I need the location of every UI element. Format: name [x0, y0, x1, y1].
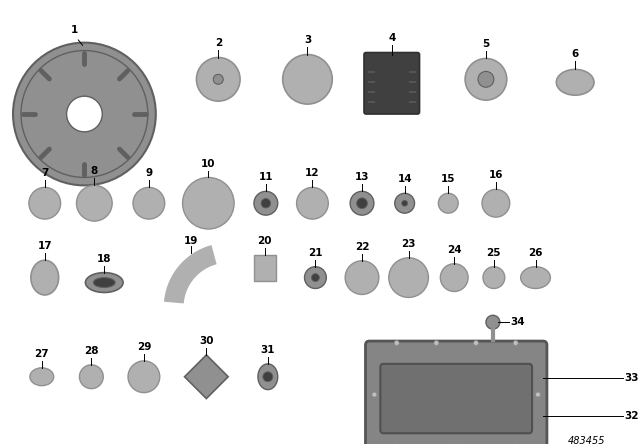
Circle shape	[434, 340, 439, 345]
Circle shape	[128, 361, 160, 392]
Text: 5: 5	[483, 39, 490, 48]
Text: 9: 9	[145, 168, 152, 178]
Text: 8: 8	[91, 167, 98, 177]
Circle shape	[350, 191, 374, 215]
Text: 14: 14	[397, 174, 412, 185]
Ellipse shape	[93, 278, 115, 288]
Ellipse shape	[85, 273, 123, 293]
Text: 34: 34	[511, 317, 525, 327]
Text: 27: 27	[35, 349, 49, 359]
Polygon shape	[184, 355, 228, 399]
Circle shape	[395, 194, 415, 213]
Circle shape	[263, 372, 273, 382]
Circle shape	[454, 444, 459, 448]
Ellipse shape	[31, 260, 59, 295]
Circle shape	[486, 315, 500, 329]
Circle shape	[394, 444, 399, 448]
Text: 7: 7	[41, 168, 49, 178]
Ellipse shape	[30, 368, 54, 386]
Circle shape	[536, 392, 540, 397]
Text: 6: 6	[572, 49, 579, 60]
Circle shape	[79, 365, 103, 388]
Circle shape	[440, 264, 468, 292]
Circle shape	[356, 198, 367, 209]
Circle shape	[394, 340, 399, 345]
Text: 2: 2	[214, 38, 222, 47]
Text: 21: 21	[308, 248, 323, 258]
Circle shape	[478, 71, 494, 87]
Ellipse shape	[258, 364, 278, 390]
Text: 16: 16	[488, 170, 503, 181]
Text: 15: 15	[441, 174, 456, 185]
Text: 10: 10	[201, 159, 216, 168]
Circle shape	[296, 187, 328, 219]
Text: 3: 3	[304, 34, 311, 45]
Circle shape	[483, 267, 505, 289]
Circle shape	[133, 187, 164, 219]
Circle shape	[213, 74, 223, 84]
Circle shape	[283, 55, 332, 104]
Text: 32: 32	[625, 411, 639, 421]
Text: 25: 25	[486, 248, 501, 258]
Circle shape	[474, 340, 479, 345]
Text: 1: 1	[71, 25, 78, 34]
Text: 28: 28	[84, 346, 99, 356]
Circle shape	[345, 261, 379, 294]
Text: 19: 19	[184, 236, 198, 246]
Bar	[254, 255, 276, 280]
Text: 31: 31	[260, 345, 275, 355]
FancyBboxPatch shape	[365, 341, 547, 448]
Circle shape	[261, 198, 271, 208]
Text: 483455: 483455	[568, 436, 605, 446]
Circle shape	[388, 258, 428, 297]
Text: 13: 13	[355, 172, 369, 182]
FancyBboxPatch shape	[364, 52, 419, 114]
Circle shape	[77, 185, 112, 221]
Circle shape	[513, 340, 518, 345]
Circle shape	[305, 267, 326, 289]
Text: 26: 26	[528, 248, 543, 258]
Text: 12: 12	[305, 168, 320, 178]
Circle shape	[312, 274, 319, 281]
Text: 33: 33	[625, 373, 639, 383]
Polygon shape	[164, 245, 216, 303]
Circle shape	[372, 392, 377, 397]
FancyBboxPatch shape	[380, 364, 532, 433]
Circle shape	[438, 194, 458, 213]
Circle shape	[182, 177, 234, 229]
Text: 4: 4	[388, 33, 396, 43]
Circle shape	[513, 444, 518, 448]
Circle shape	[402, 200, 408, 206]
Text: 30: 30	[199, 336, 214, 346]
Circle shape	[67, 96, 102, 132]
Text: 22: 22	[355, 242, 369, 252]
Circle shape	[465, 59, 507, 100]
Text: 20: 20	[258, 236, 272, 246]
Text: 11: 11	[259, 172, 273, 182]
Circle shape	[254, 191, 278, 215]
Circle shape	[13, 43, 156, 185]
Text: 23: 23	[401, 239, 416, 249]
Text: 29: 29	[137, 342, 151, 352]
Ellipse shape	[521, 267, 550, 289]
Circle shape	[482, 190, 509, 217]
Text: 24: 24	[447, 245, 461, 255]
Circle shape	[196, 57, 240, 101]
Circle shape	[29, 187, 61, 219]
Ellipse shape	[556, 69, 594, 95]
Text: 17: 17	[38, 241, 52, 251]
Text: 18: 18	[97, 254, 111, 264]
